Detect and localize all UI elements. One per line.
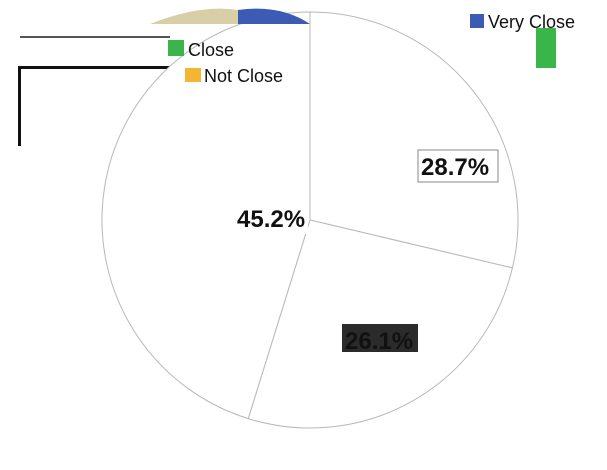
legend-swatch-very-close (470, 14, 484, 28)
data-label-not-close: 26.1% (345, 328, 413, 355)
label-box-not-close (342, 324, 418, 352)
legend-item-not-close: Not Close (185, 66, 283, 86)
pie-top-cap-close (150, 8, 238, 24)
pie-slice-not-close (247, 219, 514, 429)
label-box-close (234, 202, 308, 234)
data-labels: 28.7% 45.2% 26.1% (234, 149, 499, 355)
legend-label-very-close: Very Close (488, 12, 575, 32)
pie-slice-close (101, 11, 311, 420)
legend: Very Close Close Not Close (168, 12, 575, 86)
label-box-very-close (417, 149, 499, 183)
pie-top-cap-very-close (238, 8, 310, 24)
legend-item-very-close: Very Close (470, 12, 575, 32)
legend-swatch-close (168, 40, 184, 56)
pie-slices (101, 8, 519, 429)
data-label-very-close: 28.7% (421, 154, 489, 181)
legend-swatch-not-close (185, 68, 201, 82)
pie-slice-very-close (309, 11, 519, 269)
legend-item-close: Close (168, 40, 234, 60)
legend-label-close: Close (188, 40, 234, 60)
legend-label-not-close: Not Close (204, 66, 283, 86)
data-label-close: 45.2% (237, 206, 305, 233)
